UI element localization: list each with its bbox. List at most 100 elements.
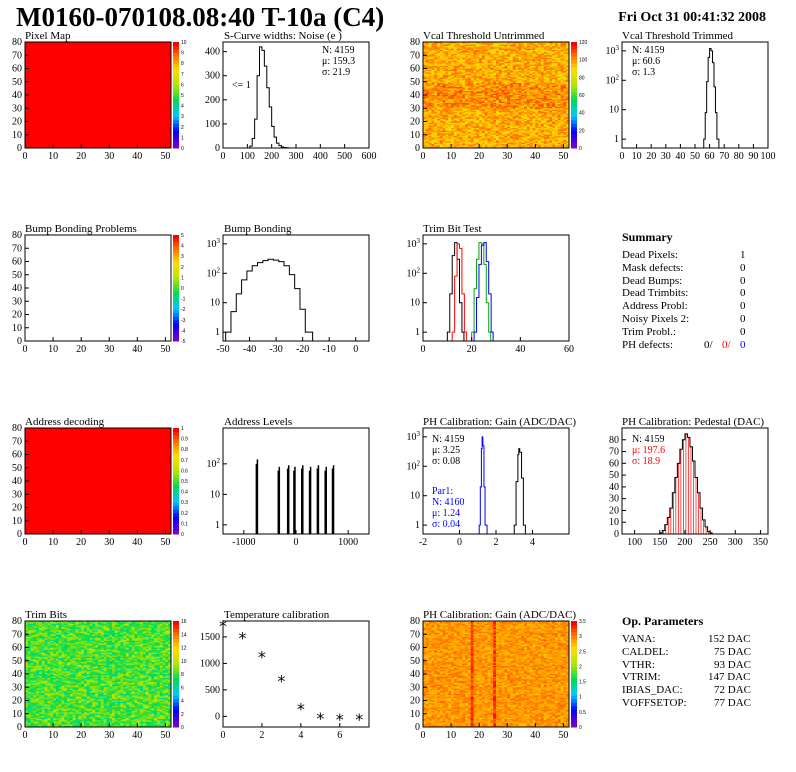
heatmap-cell (484, 87, 488, 89)
heatmap-cell (496, 96, 500, 99)
heatmap-cell (425, 105, 430, 108)
heatmap-cell (437, 60, 441, 63)
heatmap-cell (518, 132, 522, 134)
heatmap-cell (496, 136, 500, 138)
heatmap-cell (557, 134, 561, 137)
heatmap-cell (456, 44, 460, 47)
heatmap-cell (487, 72, 491, 75)
heatmap-cell (557, 142, 561, 145)
heatmap-cell (453, 47, 458, 50)
heatmap-cell (501, 96, 505, 99)
heatmap-cell (552, 73, 556, 76)
heatmap-cell (526, 125, 531, 128)
heatmap-cell (515, 88, 519, 91)
histogram-line (703, 48, 720, 148)
heatmap-cell (552, 59, 556, 61)
heatmap-cell (453, 126, 458, 129)
heatmap-cell (462, 106, 466, 109)
heatmap-cell (507, 121, 511, 124)
heatmap-cell (30, 658, 34, 660)
heatmap-cell (521, 68, 525, 71)
heatmap-cell (439, 128, 444, 130)
heatmap-cell (476, 76, 480, 79)
heatmap-cell (557, 43, 561, 46)
heatmap-cell (465, 49, 469, 52)
heatmap-cell (451, 125, 455, 128)
heatmap-cell (473, 81, 477, 84)
heatmap-cell (487, 89, 491, 92)
heatmap-cell (524, 142, 528, 145)
heatmap-cell (532, 85, 536, 88)
heatmap-cell (467, 89, 472, 92)
heatmap-cell (515, 141, 519, 144)
heatmap-cell (521, 102, 525, 105)
heatmap-cell (504, 67, 508, 69)
heatmap-cell (560, 114, 564, 117)
heatmap-cell (507, 44, 511, 47)
heatmap-cell (557, 81, 561, 84)
heatmap-cell (532, 128, 536, 130)
heatmap-cell (510, 68, 514, 71)
heatmap-cell (557, 130, 561, 133)
heatmap-cell (535, 120, 539, 122)
heatmap-cell (481, 72, 486, 75)
heatmap-cell (451, 51, 455, 54)
heatmap-cell (538, 104, 542, 106)
heatmap-cell (490, 121, 494, 124)
heatmap-cell (451, 142, 455, 145)
heatmap-cell (529, 88, 533, 91)
heatmap-cell (448, 97, 452, 100)
heatmap-cell (507, 122, 511, 125)
heatmap-cell (33, 628, 37, 631)
heatmap-cell (526, 97, 531, 100)
heatmap-cell (496, 110, 500, 113)
heatmap-cell (442, 128, 446, 130)
x-tick-label: 0 (221, 151, 226, 162)
heatmap-cell (425, 68, 430, 71)
heatmap-cell (490, 51, 494, 54)
heatmap-cell (459, 128, 463, 130)
heatmap-cell (473, 109, 477, 112)
heatmap-cell (437, 112, 441, 114)
color-scale-step (173, 305, 179, 310)
heatmap-cell (456, 145, 460, 148)
heatmap-cell (459, 134, 463, 137)
color-scale-step (173, 512, 179, 517)
heatmap-cell (462, 56, 466, 59)
heatmap-cell (473, 56, 477, 59)
heatmap-cell (30, 647, 34, 650)
heatmap-cell (481, 118, 486, 121)
heatmap-cell (462, 49, 466, 52)
heatmap-cell (521, 113, 525, 116)
heatmap-cell (529, 110, 533, 113)
heatmap-cell (518, 59, 522, 61)
heatmap-cell (496, 132, 500, 134)
heatmap-cell (524, 118, 528, 121)
heatmap-cell (27, 685, 32, 688)
heatmap-cell (549, 49, 553, 52)
heatmap-cell (462, 102, 466, 105)
heatmap-cell (546, 72, 550, 75)
heatmap-cell (431, 92, 435, 95)
heatmap-cell (512, 71, 517, 73)
heatmap-cell (501, 93, 505, 96)
heatmap-cell (27, 677, 32, 680)
heatmap-cell (496, 42, 500, 44)
heatmap-cell (470, 136, 474, 138)
heatmap-cell (521, 85, 525, 88)
heatmap-cell (33, 681, 37, 684)
heatmap-cell (535, 145, 539, 148)
color-scale-step (173, 488, 179, 493)
heatmap-cell (560, 61, 564, 64)
heatmap-cell (512, 141, 517, 144)
heatmap-cell (470, 57, 474, 60)
color-scale-label: 0 (181, 532, 184, 538)
heatmap-cell (448, 71, 452, 73)
heatmap-cell (498, 61, 503, 64)
heatmap-cell (484, 68, 488, 71)
heatmap-cell (493, 64, 497, 67)
heatmap-cell (470, 83, 474, 85)
heatmap-cell (459, 85, 463, 88)
heatmap-cell (521, 64, 525, 67)
heatmap-cell (563, 49, 567, 52)
